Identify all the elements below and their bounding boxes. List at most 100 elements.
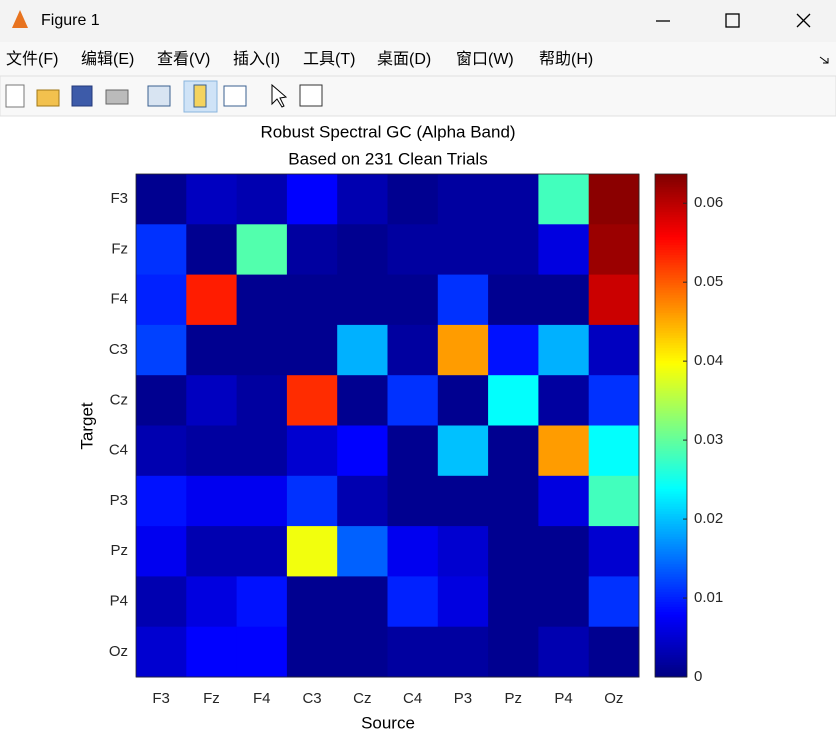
heatmap-cell — [437, 526, 489, 577]
colorbar-segment — [655, 347, 687, 351]
colorbar-segment — [655, 669, 687, 673]
y-tick-label: C3 — [109, 341, 128, 358]
colorbar-segment — [655, 352, 687, 356]
heatmap-cell — [588, 626, 640, 678]
heatmap-cell — [538, 375, 590, 426]
menu-item[interactable]: 桌面(D) — [377, 50, 431, 68]
colorbar-segment — [655, 498, 687, 502]
colorbar-segment — [655, 468, 687, 472]
colorbar-segment — [655, 211, 687, 215]
colorbar-segment — [655, 317, 687, 321]
close-button[interactable] — [796, 13, 811, 28]
heatmap-cell — [538, 174, 590, 225]
colorbar-segment — [655, 264, 687, 268]
menu-item[interactable]: 窗口(W) — [456, 50, 514, 68]
heatmap-cell — [538, 324, 590, 376]
heatmap-cell — [136, 576, 187, 628]
menu-item[interactable]: 查看(V) — [157, 50, 210, 68]
heatmap-cell — [538, 626, 590, 678]
colorbar-segment — [655, 536, 687, 540]
colorbar-segment — [655, 377, 687, 381]
open-icon[interactable] — [36, 89, 60, 107]
colorbar-segment — [655, 636, 687, 640]
heatmap-cell — [236, 375, 288, 426]
colorbar-segment — [655, 548, 687, 552]
menu-item[interactable]: 插入(I) — [233, 50, 280, 68]
colorbar-segment — [655, 646, 687, 650]
heatmap-cell — [337, 425, 388, 477]
legend-icon[interactable] — [223, 85, 247, 107]
colorbar-segment — [655, 629, 687, 633]
colorbar-segment — [655, 329, 687, 333]
colorbar-segment — [655, 342, 687, 346]
pointer-icon[interactable] — [271, 83, 288, 108]
colorbar-segment — [655, 563, 687, 567]
colorbar-segment — [655, 415, 687, 419]
colorbar-segment — [655, 312, 687, 316]
colorbar-segment — [655, 375, 687, 379]
colorbar-segment — [655, 443, 687, 447]
colorbar-segment — [655, 186, 687, 190]
colorbar-segment — [655, 307, 687, 311]
maximize-button[interactable] — [725, 13, 740, 28]
colorbar-segment — [655, 656, 687, 660]
heatmap-cell — [337, 526, 388, 577]
colorbar-tick-label: 0.01 — [694, 589, 723, 606]
heatmap-cell — [387, 274, 439, 326]
colorbar-segment — [655, 216, 687, 220]
heatmap-cell — [538, 274, 590, 326]
menu-item[interactable]: 帮助(H) — [539, 50, 593, 68]
heatmap-cell — [437, 626, 489, 678]
save-icon[interactable] — [71, 85, 93, 107]
colorbar-segment — [655, 405, 687, 409]
colorbar-segment — [655, 345, 687, 349]
heatmap-cell — [286, 375, 338, 426]
colorbar-segment — [655, 337, 687, 341]
heatmap-cell — [437, 324, 489, 376]
colorbar-segment — [655, 513, 687, 517]
menu-item[interactable]: 编辑(E) — [81, 50, 134, 68]
colorbar-segment — [655, 428, 687, 432]
heatmap-cell — [588, 526, 640, 577]
colorbar-segment — [655, 179, 687, 183]
heatmap-cell — [588, 224, 640, 276]
colorbar-segment — [655, 614, 687, 618]
heatmap-cell — [588, 576, 640, 628]
plot-frame — [135, 173, 640, 678]
colorbar-segment — [655, 523, 687, 527]
chart-subtitle: Based on 231 Clean Trials — [288, 149, 487, 168]
heatmap-cell — [387, 475, 439, 527]
heatmap-cell — [337, 274, 388, 326]
heatmap-cell — [286, 626, 338, 678]
heatmap-cell — [538, 425, 590, 477]
heatmap-cell — [588, 174, 640, 225]
colorbar-segment — [655, 304, 687, 308]
colorbar-segment — [655, 231, 687, 235]
colorbar-tick-label: 0.05 — [694, 273, 723, 290]
heatmap-cell — [387, 324, 439, 376]
menu-item[interactable]: 文件(F) — [6, 50, 58, 68]
colorbar-segment — [655, 294, 687, 298]
menu-item[interactable]: 工具(T) — [303, 51, 355, 68]
colorbar-segment — [655, 556, 687, 560]
heatmap-cell — [387, 526, 439, 577]
colorbar-segment — [655, 370, 687, 374]
property-icon[interactable] — [299, 84, 323, 107]
colorbar-segment — [655, 176, 687, 180]
link-icon[interactable] — [147, 85, 171, 107]
colorbar-segment — [655, 508, 687, 512]
new-icon[interactable] — [5, 84, 25, 108]
heatmap-cell — [588, 475, 640, 527]
colorbar-segment — [655, 631, 687, 635]
colorbar-segment — [655, 272, 687, 276]
heatmap-cell — [186, 324, 238, 376]
dock-arrow[interactable] — [819, 56, 829, 64]
colorbar-segment — [655, 189, 687, 193]
colorbar-segment — [655, 599, 687, 603]
heatmap-cell — [186, 174, 238, 225]
heatmap-cell — [236, 425, 288, 477]
colorbar-segment — [655, 397, 687, 401]
colorbar-segment — [655, 392, 687, 396]
print-icon[interactable] — [105, 89, 129, 105]
